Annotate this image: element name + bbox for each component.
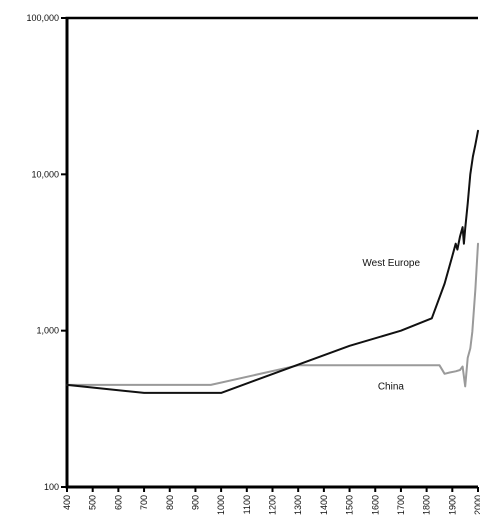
x-tick-label: 1100 <box>242 495 252 514</box>
y-tick-label: 100,000 <box>26 13 59 23</box>
x-tick-label: 1600 <box>370 495 380 515</box>
x-tick-label: 1000 <box>216 495 226 515</box>
x-tick-label: 1700 <box>396 495 406 515</box>
x-tick-label: 600 <box>113 495 123 510</box>
x-tick-label: 1200 <box>268 495 278 515</box>
x-tick-label: 400 <box>62 495 72 510</box>
y-tick-label: 100 <box>44 482 59 492</box>
x-tick-label: 500 <box>88 495 98 510</box>
x-tick-label: 1500 <box>345 495 355 515</box>
x-tick-label: 900 <box>190 495 200 510</box>
x-tick-label: 700 <box>139 495 149 510</box>
annotation-label: China <box>378 382 405 393</box>
annotation-label: West Europe <box>362 258 420 269</box>
x-tick-label: 800 <box>165 495 175 510</box>
y-tick-label: 1,000 <box>36 326 59 336</box>
x-axis-ticks: 400 500 600 700 800 900 1000 1100 1200 1300 1400 15… <box>62 487 480 515</box>
annotations: West Europe China <box>362 258 420 393</box>
y-tick-label: 10,000 <box>31 169 59 179</box>
x-tick-label: 1400 <box>319 495 329 515</box>
y-axis-ticks: 100 1,000 10,000 100,000 <box>26 13 67 492</box>
x-tick-label: 1900 <box>447 495 457 515</box>
x-tick-label: 1300 <box>293 495 303 515</box>
x-tick-label: 1800 <box>422 495 432 515</box>
axes <box>66 18 479 487</box>
x-tick-label: 2000 <box>473 495 480 515</box>
